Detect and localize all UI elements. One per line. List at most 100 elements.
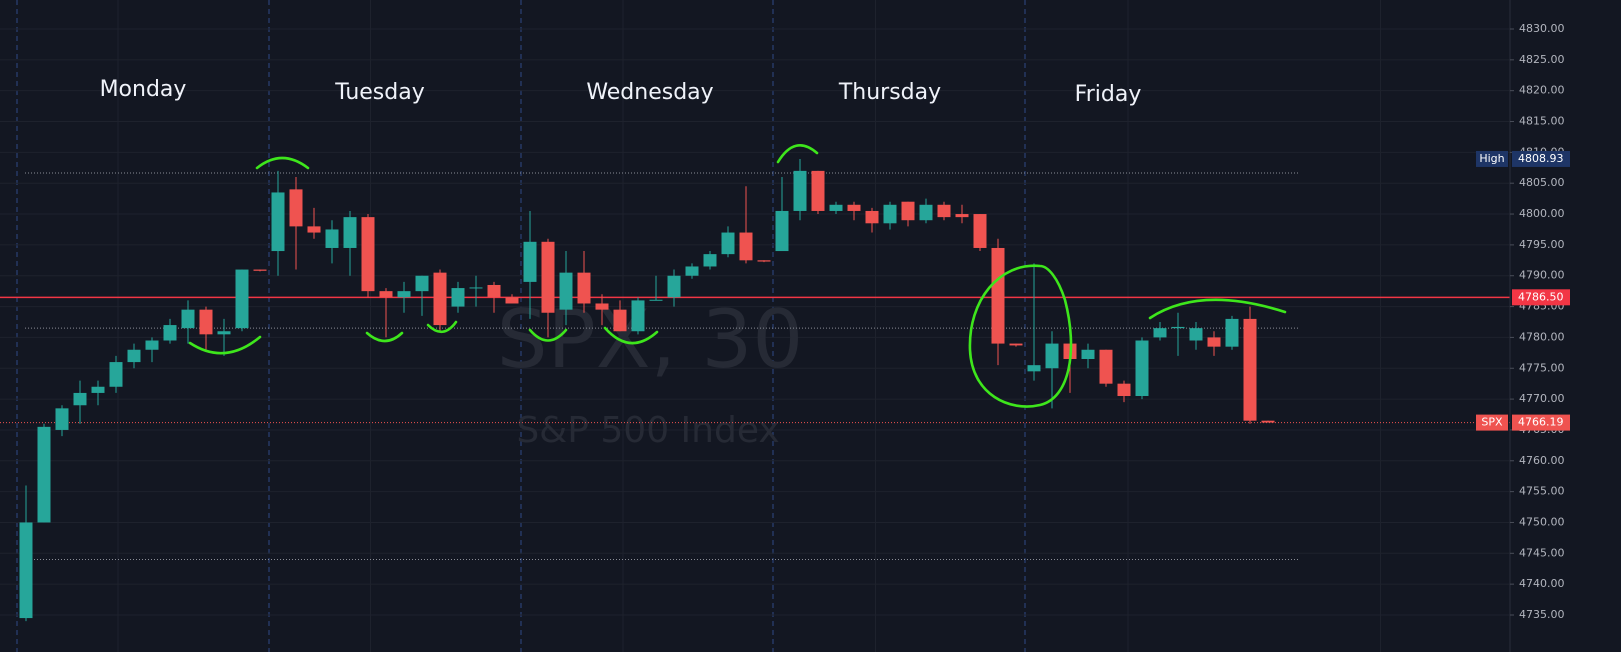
drawing bbox=[776, 144, 819, 164]
y-tick-label: 4815.00 bbox=[1519, 115, 1565, 128]
candle-body bbox=[109, 362, 123, 387]
candle-body bbox=[37, 426, 51, 523]
candle-body bbox=[793, 170, 807, 211]
price-tag-box bbox=[1512, 414, 1570, 431]
price-tag-label: 4808.93 bbox=[1518, 152, 1564, 165]
candle-body bbox=[1027, 365, 1041, 372]
candle-body bbox=[361, 217, 375, 292]
candle-body bbox=[505, 297, 519, 304]
drawing bbox=[1148, 298, 1287, 320]
y-tick-label: 4800.00 bbox=[1519, 207, 1565, 220]
candle-body bbox=[1099, 349, 1113, 384]
candle-body bbox=[613, 309, 627, 332]
y-tick-label: 4750.00 bbox=[1519, 515, 1565, 528]
candle-body bbox=[415, 275, 429, 292]
candle-body bbox=[1153, 328, 1167, 338]
day-label: Thursday bbox=[838, 80, 941, 105]
y-tick-label: 4775.00 bbox=[1519, 361, 1565, 374]
candles bbox=[19, 158, 1275, 622]
y-tick-label: 4820.00 bbox=[1519, 84, 1565, 97]
price-tag-name-box bbox=[1476, 150, 1508, 167]
y-tick-label: 4780.00 bbox=[1519, 330, 1565, 343]
candle-body bbox=[667, 275, 681, 298]
candle-body bbox=[1045, 343, 1059, 369]
drawing bbox=[528, 328, 568, 342]
y-tick-label: 4735.00 bbox=[1519, 608, 1565, 621]
candle-body bbox=[289, 189, 303, 227]
drawing bbox=[188, 335, 262, 355]
candle-body bbox=[991, 247, 1005, 344]
candle-body bbox=[919, 204, 933, 221]
price-tag-label: 4766.19 bbox=[1518, 416, 1564, 429]
candle-body bbox=[901, 201, 915, 221]
y-tick-label: 4745.00 bbox=[1519, 546, 1565, 559]
price-tag-name: SPX bbox=[1481, 416, 1503, 429]
drawing bbox=[426, 320, 458, 334]
price-tag-label: 4786.50 bbox=[1518, 290, 1564, 303]
candle-body bbox=[469, 287, 483, 289]
lines bbox=[0, 172, 1510, 560]
price-tag-name-box bbox=[1476, 414, 1508, 431]
candle-body bbox=[937, 204, 951, 218]
candle-body bbox=[631, 300, 645, 332]
y-tick-label: 4790.00 bbox=[1519, 269, 1565, 282]
price-tag-box bbox=[1512, 150, 1570, 167]
candle-body bbox=[1081, 349, 1095, 360]
candle-body bbox=[1261, 420, 1275, 423]
day-label: Wednesday bbox=[586, 80, 713, 105]
candle-body bbox=[181, 309, 195, 329]
y-tick-label: 4830.00 bbox=[1519, 22, 1565, 35]
candle-body bbox=[271, 192, 285, 252]
candle-body bbox=[19, 522, 33, 619]
candle-body bbox=[559, 272, 573, 310]
price-tag-box bbox=[1512, 289, 1570, 306]
candle-body bbox=[739, 232, 753, 261]
day-label: Friday bbox=[1075, 82, 1142, 107]
y-tick-label: 4760.00 bbox=[1519, 454, 1565, 467]
candle-body bbox=[595, 303, 609, 310]
candle-body bbox=[1189, 328, 1203, 341]
candle-body bbox=[703, 254, 717, 267]
price-tags: 4808.93 High 4786.50 4766.19 SPX bbox=[1476, 150, 1570, 431]
candle-body bbox=[523, 241, 537, 282]
candle-body bbox=[955, 214, 969, 218]
grid bbox=[0, 0, 1510, 652]
candle-body bbox=[1009, 343, 1023, 346]
candle-body bbox=[1117, 383, 1131, 397]
candle-body bbox=[775, 210, 789, 252]
candle-body bbox=[541, 241, 555, 313]
candle-body bbox=[55, 408, 69, 430]
candle-body bbox=[487, 284, 501, 298]
candle-body bbox=[343, 217, 357, 248]
candle-body bbox=[217, 331, 231, 335]
y-tick-label: 4755.00 bbox=[1519, 485, 1565, 498]
candle-body bbox=[973, 214, 987, 248]
y-tick-label: 4740.00 bbox=[1519, 577, 1565, 590]
candle-body bbox=[577, 272, 591, 304]
price-axis: 4735.00 4740.00 4745.00 4750.00 4755.00 4760.… bbox=[1510, 22, 1565, 621]
price-tag-name: High bbox=[1479, 152, 1504, 165]
y-tick-label: 4795.00 bbox=[1519, 238, 1565, 251]
candle-body bbox=[1207, 337, 1221, 347]
candle-body bbox=[127, 349, 141, 363]
candle-body bbox=[721, 232, 735, 255]
candle-body bbox=[325, 229, 339, 248]
drawing bbox=[365, 331, 404, 343]
candle-body bbox=[829, 204, 843, 211]
candle-body bbox=[685, 266, 699, 276]
candle-body bbox=[91, 386, 105, 393]
candle-body bbox=[253, 269, 267, 271]
candle-body bbox=[1171, 326, 1185, 329]
candle-body bbox=[163, 325, 177, 341]
candle-body bbox=[1243, 318, 1257, 421]
candle-body bbox=[1135, 340, 1149, 397]
candle-body bbox=[145, 340, 159, 350]
candle-body bbox=[73, 392, 87, 406]
candle-body bbox=[865, 210, 879, 224]
drawing bbox=[968, 264, 1073, 408]
candle-body bbox=[451, 288, 465, 307]
watermark-description: S&P 500 Index bbox=[516, 410, 779, 451]
drawing bbox=[603, 326, 659, 345]
